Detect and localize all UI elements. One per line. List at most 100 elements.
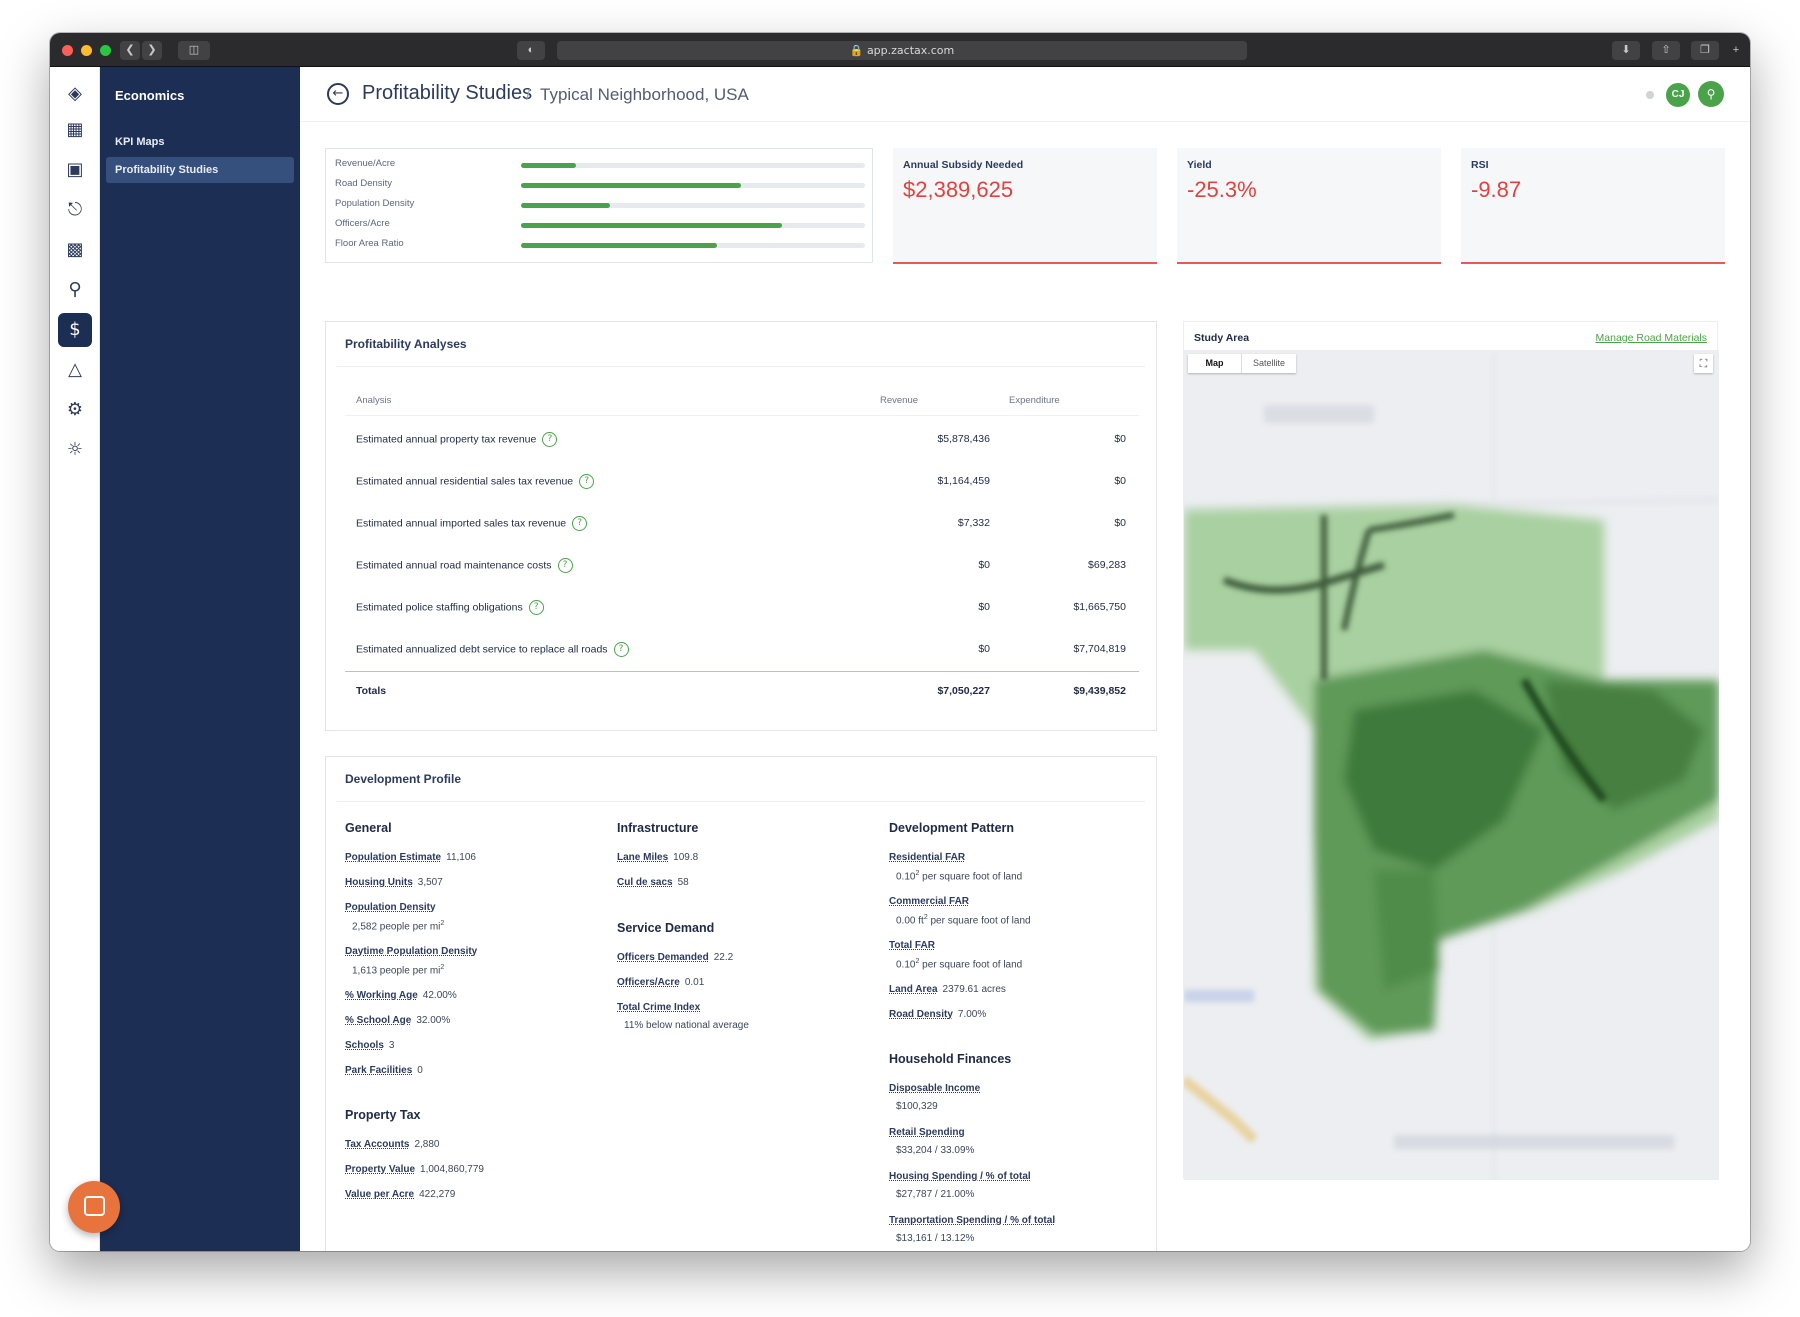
field-key[interactable]: Disposable Income	[889, 1083, 981, 1094]
revenue-value: $0	[978, 643, 990, 655]
field-key[interactable]: Value per Acre	[345, 1189, 415, 1200]
field-key[interactable]: Road Density	[889, 1009, 953, 1020]
help-icon[interactable]: ?	[557, 558, 573, 573]
kpi-row: Population Density	[335, 198, 865, 210]
hydrant-icon[interactable]: ⎋	[67, 199, 83, 220]
globe-icon[interactable]: ☼	[66, 439, 84, 460]
field-value: 1,613 people per mi2	[352, 964, 444, 976]
page-header: ← Profitability Studies / Typical Neighb…	[300, 67, 1750, 122]
help-icon[interactable]: ?	[542, 432, 558, 447]
analysis-label: Estimated annual imported sales tax reve…	[356, 517, 567, 530]
layers-icon[interactable]: ◈	[68, 83, 82, 104]
field-key[interactable]: Officers/Acre	[617, 977, 680, 988]
kpi-bar-track	[521, 163, 865, 168]
field-key[interactable]: Tranportation Spending / % of total	[889, 1215, 1056, 1226]
map-pin-icon[interactable]: ⚲	[68, 279, 82, 300]
manage-road-materials-link[interactable]: Manage Road Materials	[1595, 332, 1707, 344]
share-icon[interactable]: ⇧	[1652, 41, 1680, 60]
address-bar[interactable]: 🔒 app.zactax.com	[557, 41, 1247, 60]
storefront-icon[interactable]: ▩	[66, 239, 84, 260]
field-key[interactable]: Land Area	[889, 984, 938, 995]
fullscreen-icon[interactable]: ⛶	[1694, 354, 1713, 373]
study-area-map[interactable]: Map Satellite ⛶	[1184, 350, 1719, 1180]
field-value: 0.01	[684, 977, 705, 988]
field-key[interactable]: % Working Age	[345, 990, 418, 1001]
field-key[interactable]: Officers Demanded	[617, 952, 709, 963]
privacy-shield-icon[interactable]: ◐	[517, 41, 545, 60]
field-key[interactable]: Population Density	[345, 902, 436, 913]
field-key[interactable]: Residential FAR	[889, 852, 966, 863]
field-key[interactable]: Housing Units	[345, 877, 413, 888]
avatar[interactable]: CJ	[1666, 83, 1690, 107]
field-key[interactable]: Commercial FAR	[889, 896, 970, 907]
field-key[interactable]: Cul de sacs	[617, 877, 673, 888]
table-row-label: Estimated annual imported sales tax reve…	[356, 516, 588, 531]
breadcrumb-separator: /	[526, 87, 531, 104]
table-row-label: Estimated annualized debt service to rep…	[356, 642, 629, 657]
sidebar-item-profitability-studies[interactable]: Profitability Studies	[106, 157, 294, 183]
table-row-label: Estimated annual property tax revenue?	[356, 432, 558, 447]
field-value: $33,204 / 33.09%	[896, 1145, 975, 1156]
revenue-value: $0	[978, 559, 990, 571]
main-content: ← Profitability Studies / Typical Neighb…	[300, 67, 1750, 1251]
download-icon[interactable]: ⬇	[1612, 41, 1640, 60]
field-value-text: 0.10	[896, 959, 916, 971]
field-key[interactable]: Daytime Population Density	[345, 946, 478, 957]
field-value: 109.8	[673, 852, 699, 863]
section-heading-general: General	[345, 821, 392, 835]
field-value: 11,106	[446, 852, 476, 863]
field-key[interactable]: Schools	[345, 1040, 384, 1051]
kpi-bar-fill	[521, 243, 718, 248]
field-value-unit: per square foot of land	[927, 915, 1031, 927]
chat-support-button[interactable]	[68, 1181, 120, 1233]
kpi-bar-fill	[521, 183, 742, 188]
expenditure-value: $1,665,750	[1073, 601, 1126, 613]
field-schools: Schools 3	[345, 1040, 394, 1051]
field-key[interactable]: Tax Accounts	[345, 1139, 410, 1150]
bank-icon[interactable]: ▣	[66, 159, 84, 180]
sidebar-toggle-icon[interactable]: ◫	[178, 41, 210, 60]
zoom-window-button[interactable]	[100, 45, 111, 56]
map-tab-satellite[interactable]: Satellite	[1252, 358, 1286, 368]
field-key[interactable]: Housing Spending / % of total	[889, 1171, 1031, 1182]
field-key[interactable]: Retail Spending	[889, 1127, 965, 1138]
gear-icon[interactable]: ⚙	[66, 399, 84, 420]
dollar-cycle-icon[interactable]: $	[58, 313, 92, 347]
field-school-age: % School Age 32.00%	[345, 1015, 450, 1026]
sidebar-item-label: Profitability Studies	[115, 164, 219, 176]
field-key[interactable]: Total FAR	[889, 940, 935, 951]
field-value: 1,004,860,779	[420, 1164, 484, 1175]
field-park-facilities: Park Facilities 0	[345, 1065, 423, 1076]
section-heading-household-finances: Household Finances	[889, 1052, 1012, 1066]
new-tab-icon[interactable]: +	[1732, 44, 1740, 56]
warning-icon[interactable]: △	[68, 359, 82, 380]
field-key[interactable]: % School Age	[345, 1015, 412, 1026]
totals-divider	[345, 671, 1139, 672]
field-key[interactable]: Park Facilities	[345, 1065, 413, 1076]
address-url: app.zactax.com	[866, 44, 955, 57]
divider	[345, 415, 1139, 416]
field-key[interactable]: Lane Miles	[617, 852, 669, 863]
back-nav-icon[interactable]: ❮	[120, 41, 140, 60]
back-arrow-icon[interactable]: ←	[327, 83, 349, 105]
help-icon[interactable]: ?	[572, 516, 588, 531]
section-heading-service-demand: Service Demand	[617, 921, 715, 935]
close-window-button[interactable]	[62, 45, 73, 56]
tabs-overview-icon[interactable]: ❐	[1691, 41, 1719, 60]
minimize-window-button[interactable]	[81, 45, 92, 56]
field-housing-spending: Housing Spending / % of total	[889, 1171, 1031, 1182]
help-icon[interactable]: ?	[528, 600, 544, 615]
panel-title: Profitability Analyses	[345, 337, 467, 351]
forward-nav-icon[interactable]: ❯	[142, 41, 162, 60]
sidebar-item-kpi-maps[interactable]: KPI Maps	[106, 129, 294, 155]
field-value: 422,279	[419, 1189, 456, 1200]
help-icon[interactable]: ?	[579, 474, 595, 489]
field-key[interactable]: Total Crime Index	[617, 1002, 701, 1013]
store-icon[interactable]: ▦	[66, 119, 84, 140]
panel-title: Development Profile	[345, 772, 462, 786]
field-key[interactable]: Property Value	[345, 1164, 416, 1175]
search-icon[interactable]: ⚲	[1698, 81, 1724, 107]
help-icon[interactable]: ?	[613, 642, 629, 657]
map-tab-map[interactable]: Map	[1188, 354, 1242, 373]
field-key[interactable]: Population Estimate	[345, 852, 442, 863]
